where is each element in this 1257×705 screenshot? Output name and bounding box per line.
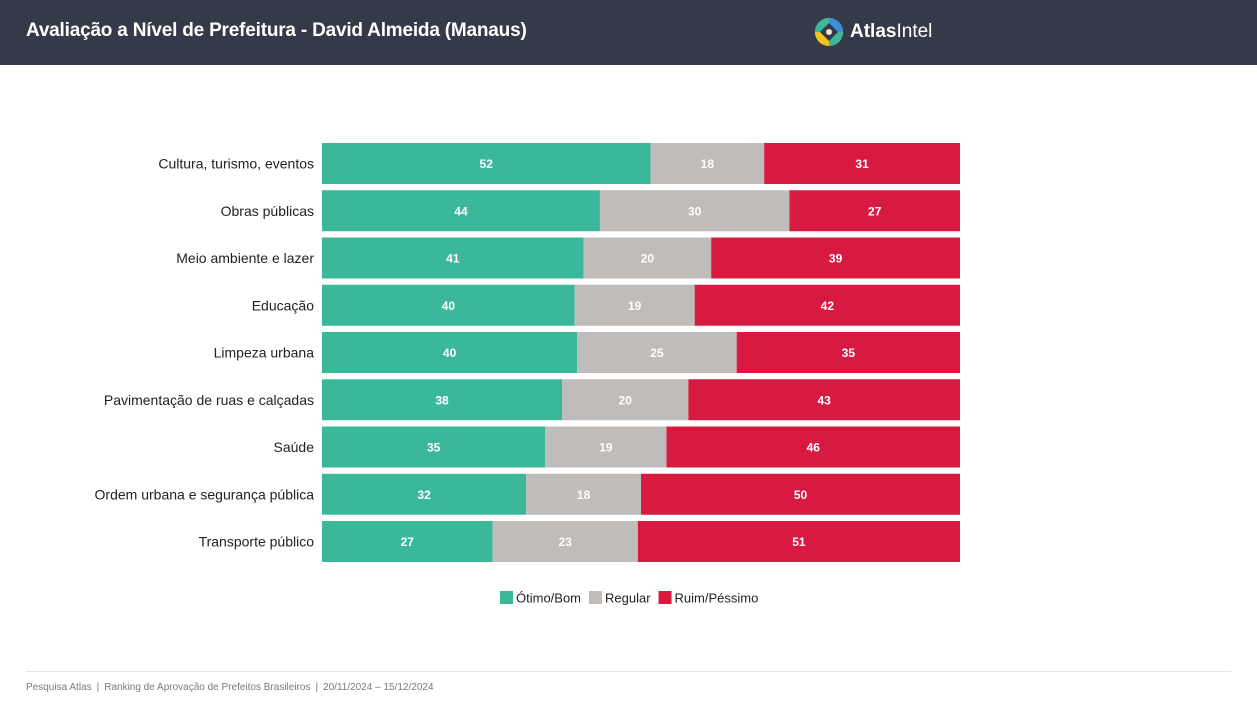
- brand-name-bold: Atlas: [850, 21, 897, 42]
- footer-separator: |: [96, 682, 100, 693]
- data-label-otimo-bom-saude: 35: [427, 441, 441, 455]
- category-label-saude: Saúde: [274, 439, 315, 455]
- brand-name: AtlasIntel: [850, 21, 932, 43]
- data-label-ruim-pessimo-ordem-urbana-e-seguranca-publica: 50: [794, 488, 808, 502]
- bar-ruim-pessimo-limpeza-urbana: [736, 332, 960, 373]
- bar-ruim-pessimo-obras-publicas: [789, 190, 960, 232]
- category-label-educacao: Educação: [252, 297, 314, 313]
- data-label-ruim-pessimo-saude: 46: [807, 441, 821, 455]
- data-label-regular-cultura-turismo-eventos: 18: [701, 157, 715, 171]
- bar-otimo-bom-pavimentacao-de-ruas-e-calcadas: [322, 379, 563, 421]
- data-label-otimo-bom-meio-ambiente-e-lazer: 41: [446, 252, 460, 266]
- legend-label-ruim-pessimo: Ruim/Péssimo: [675, 591, 759, 606]
- bar-regular-educacao: [574, 284, 695, 326]
- data-label-regular-obras-publicas: 30: [688, 204, 702, 218]
- footer-source: Pesquisa Atlas: [26, 682, 92, 693]
- brand-name-light: Intel: [896, 21, 933, 42]
- legend-swatch-otimo-bom: [500, 591, 513, 604]
- bar-regular-saude: [545, 426, 667, 468]
- category-label-limpeza-urbana: Limpeza urbana: [214, 345, 315, 361]
- data-label-ruim-pessimo-limpeza-urbana: 35: [842, 346, 856, 360]
- header-bar: Avaliação a Nível de Prefeitura - David …: [0, 0, 1257, 65]
- bar-ruim-pessimo-educacao: [694, 284, 960, 326]
- bar-ruim-pessimo-transporte-publico: [637, 521, 960, 562]
- bar-otimo-bom-limpeza-urbana: [322, 332, 578, 373]
- category-label-transporte-publico: Transporte público: [199, 534, 315, 550]
- legend-label-otimo-bom: Ótimo/Bom: [516, 591, 581, 606]
- legend-swatch-regular: [589, 591, 603, 604]
- page-title: Avaliação a Nível de Prefeitura - David …: [26, 20, 527, 41]
- category-label-meio-ambiente-e-lazer: Meio ambiente e lazer: [176, 250, 314, 266]
- data-label-otimo-bom-educacao: 40: [442, 299, 456, 313]
- footer-separator: |: [315, 682, 319, 693]
- data-label-ruim-pessimo-cultura-turismo-eventos: 31: [855, 157, 869, 171]
- bar-ruim-pessimo-cultura-turismo-eventos: [764, 143, 960, 184]
- footer-study: Ranking de Aprovação de Prefeitos Brasil…: [104, 682, 311, 693]
- category-label-ordem-urbana-e-seguranca-publica: Ordem urbana e segurança pública: [95, 486, 315, 502]
- bar-regular-ordem-urbana-e-seguranca-publica: [526, 473, 641, 515]
- category-label-pavimentacao-de-ruas-e-calcadas: Pavimentação de ruas e calçadas: [104, 392, 314, 408]
- bar-ruim-pessimo-ordem-urbana-e-seguranca-publica: [641, 473, 960, 515]
- legend-swatch-ruim-pessimo: [658, 591, 672, 604]
- data-label-regular-transporte-publico: 23: [559, 535, 573, 549]
- data-label-otimo-bom-ordem-urbana-e-seguranca-publica: 32: [417, 488, 431, 502]
- bar-regular-meio-ambiente-e-lazer: [583, 237, 712, 279]
- data-label-ruim-pessimo-meio-ambiente-e-lazer: 39: [829, 252, 843, 266]
- footer-period: 20/11/2024 – 15/12/2024: [323, 682, 434, 693]
- data-label-regular-educacao: 19: [628, 299, 642, 313]
- footer: Pesquisa Atlas | Ranking de Aprovação de P…: [26, 682, 434, 693]
- bar-otimo-bom-saude: [322, 426, 546, 468]
- bar-otimo-bom-transporte-publico: [322, 521, 493, 562]
- footer-divider: [26, 671, 1231, 672]
- bar-otimo-bom-ordem-urbana-e-seguranca-publica: [322, 473, 527, 515]
- bar-ruim-pessimo-saude: [666, 426, 960, 468]
- bar-regular-obras-publicas: [599, 190, 790, 232]
- bar-ruim-pessimo-pavimentacao-de-ruas-e-calcadas: [688, 379, 960, 421]
- bar-otimo-bom-cultura-turismo-eventos: [322, 143, 651, 184]
- category-label-obras-publicas: Obras públicas: [221, 203, 314, 219]
- bar-otimo-bom-obras-publicas: [322, 190, 600, 232]
- data-label-regular-saude: 19: [599, 441, 613, 455]
- data-label-ruim-pessimo-obras-publicas: 27: [868, 204, 882, 218]
- bar-regular-cultura-turismo-eventos: [650, 143, 765, 184]
- data-label-ruim-pessimo-transporte-publico: 51: [792, 535, 806, 549]
- category-label-cultura-turismo-eventos: Cultura, turismo, eventos: [158, 156, 314, 172]
- data-label-otimo-bom-obras-publicas: 44: [454, 204, 468, 218]
- legend-label-regular: Regular: [605, 591, 651, 606]
- data-label-otimo-bom-pavimentacao-de-ruas-e-calcadas: 38: [435, 393, 449, 407]
- data-label-regular-pavimentacao-de-ruas-e-calcadas: 20: [619, 393, 633, 407]
- bar-otimo-bom-educacao: [322, 284, 575, 326]
- data-label-ruim-pessimo-pavimentacao-de-ruas-e-calcadas: 43: [818, 393, 832, 407]
- bar-ruim-pessimo-meio-ambiente-e-lazer: [711, 237, 960, 279]
- data-label-otimo-bom-transporte-publico: 27: [401, 535, 415, 549]
- bar-regular-limpeza-urbana: [577, 332, 737, 373]
- atlasintel-logo-icon: [815, 18, 843, 46]
- data-label-regular-meio-ambiente-e-lazer: 20: [641, 252, 655, 266]
- data-label-otimo-bom-limpeza-urbana: 40: [443, 346, 457, 360]
- data-label-regular-limpeza-urbana: 25: [650, 346, 664, 360]
- bar-otimo-bom-meio-ambiente-e-lazer: [322, 237, 584, 279]
- bar-regular-transporte-publico: [492, 521, 638, 562]
- bar-regular-pavimentacao-de-ruas-e-calcadas: [562, 379, 689, 421]
- data-label-otimo-bom-cultura-turismo-eventos: 52: [480, 157, 494, 171]
- data-label-regular-ordem-urbana-e-seguranca-publica: 18: [577, 488, 591, 502]
- data-label-ruim-pessimo-educacao: 42: [821, 299, 835, 313]
